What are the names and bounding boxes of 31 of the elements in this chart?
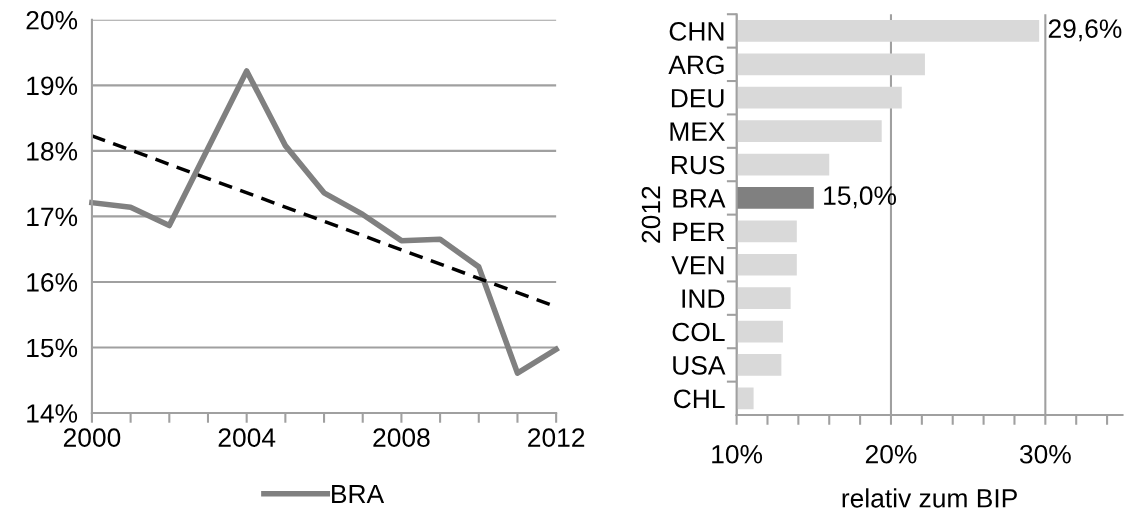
y-tick-label: DEU bbox=[671, 89, 724, 108]
y-tick-label: 19% bbox=[27, 76, 78, 96]
y-tick-label: USA bbox=[673, 356, 726, 375]
x-tick-label: 2008 bbox=[373, 428, 430, 447]
y-tick-label: 17% bbox=[27, 207, 78, 227]
y-tick-label: VEN bbox=[671, 256, 724, 275]
x-tick-label: 10% bbox=[712, 444, 763, 464]
x-tick-label: 30% bbox=[1019, 444, 1071, 464]
y-axis-title: 2012 bbox=[641, 186, 661, 243]
y-tick-label: 18% bbox=[27, 142, 78, 161]
y-tick-label: CHL bbox=[674, 389, 725, 409]
legend-label: BRA bbox=[332, 484, 385, 504]
y-tick-label: 16% bbox=[27, 273, 78, 292]
y-tick-label: PER bbox=[673, 222, 725, 241]
y-tick-label: MEX bbox=[670, 122, 725, 141]
data-label: 15,0% bbox=[824, 186, 897, 209]
x-tick-label: 20% bbox=[865, 444, 917, 464]
y-tick-label: BRA bbox=[673, 189, 726, 208]
y-tick-label: COL bbox=[672, 322, 725, 342]
x-tick-label: 2012 bbox=[528, 428, 585, 447]
x-tick-label: 2000 bbox=[63, 428, 121, 447]
x-axis-title: relativ zum BIP bbox=[842, 488, 1017, 508]
y-tick-label: CHN bbox=[669, 22, 724, 41]
y-tick-label: IND bbox=[682, 289, 725, 308]
data-label: 29,6% bbox=[1048, 19, 1122, 42]
y-tick-label: 15% bbox=[27, 338, 78, 358]
y-tick-label: 14% bbox=[27, 404, 78, 423]
y-tick-label: RUS bbox=[671, 155, 725, 175]
y-tick-label: ARG bbox=[668, 55, 724, 75]
y-tick-label: 20% bbox=[26, 10, 78, 30]
x-tick-label: 2004 bbox=[218, 428, 276, 447]
